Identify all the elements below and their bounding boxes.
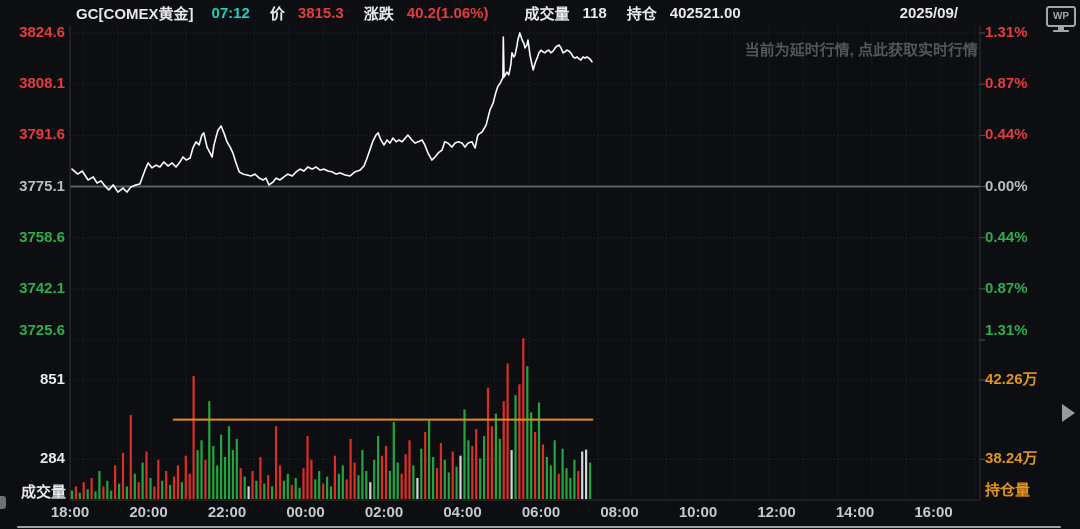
price-label: 价 bbox=[269, 5, 285, 23]
time-tick-label: 18:00 bbox=[50, 504, 90, 521]
time-tick-label: 04:00 bbox=[443, 504, 482, 521]
price-tick-label: 3725.6 bbox=[19, 322, 65, 339]
volume-tick-label: 284 bbox=[39, 450, 65, 468]
price-tick-label: 3791.6 bbox=[19, 126, 65, 144]
left-edge-grip bbox=[0, 496, 6, 509]
time-tick-label: 22:00 bbox=[207, 504, 247, 521]
oi-tick-label: 42.26万 bbox=[985, 371, 1038, 388]
quote-header: GC[COMEX黄金] 07:12 价 3815.3 涨跌 40.2(1.06%… bbox=[0, 0, 1080, 26]
horizontal-scrollbar[interactable] bbox=[17, 526, 1061, 528]
oi-pane-title: 持仓量 bbox=[985, 482, 1031, 499]
percent-tick-label: 0.87% bbox=[985, 75, 1028, 93]
price-tick-label: 3775.1 bbox=[19, 177, 65, 195]
wp-monitor-base bbox=[1053, 30, 1069, 32]
last-price: 3815.3 bbox=[297, 4, 344, 22]
time-tick-label: 14:00 bbox=[835, 504, 875, 521]
time-tick-label: 12:00 bbox=[757, 504, 796, 521]
percent-tick-label: 0.87% bbox=[985, 279, 1028, 297]
percent-tick-label: 0.44% bbox=[985, 228, 1028, 246]
volume-tick-label: 851 bbox=[39, 371, 65, 388]
oi-tick-label: 38.24万 bbox=[985, 450, 1038, 468]
percent-tick-label: 1.31% bbox=[985, 322, 1028, 339]
price-tick-label: 3824.6 bbox=[19, 24, 65, 41]
change-label: 涨跌 bbox=[363, 5, 394, 23]
percent-tick-label: 0.44% bbox=[985, 126, 1028, 144]
volume-label: 成交量 bbox=[524, 5, 570, 23]
open-interest-value: 402521.00 bbox=[669, 4, 741, 22]
open-interest-label: 持仓 bbox=[626, 5, 657, 23]
percent-tick-label: 0.00% bbox=[985, 177, 1028, 195]
price-change: 40.2(1.06%) bbox=[406, 4, 489, 22]
time-tick-label: 08:00 bbox=[600, 504, 639, 521]
volume-value: 118 bbox=[582, 4, 607, 22]
expand-panel-arrow-icon[interactable] bbox=[1062, 404, 1075, 422]
time-tick-label: 02:00 bbox=[364, 504, 404, 521]
quote-date: 2025/09/ bbox=[899, 4, 958, 22]
wp-logo-text: WP bbox=[1052, 11, 1070, 22]
wp-logo-icon: WP bbox=[1045, 6, 1077, 32]
delayed-quote-notice[interactable]: 当前为延时行情, 点此获取实时行情 bbox=[744, 42, 978, 59]
wp-monitor-stand bbox=[1058, 27, 1064, 30]
time-tick-label: 00:00 bbox=[286, 504, 325, 521]
quote-time: 07:12 bbox=[211, 4, 250, 22]
symbol-name: GC[COMEX黄金] bbox=[76, 5, 194, 23]
time-tick-label: 06:00 bbox=[521, 504, 561, 521]
volume-pane-title: 成交量 bbox=[20, 484, 66, 501]
wp-monitor-screen: WP bbox=[1046, 6, 1076, 27]
price-tick-label: 3742.1 bbox=[19, 279, 65, 297]
time-tick-label: 10:00 bbox=[678, 504, 718, 521]
percent-tick-label: 1.31% bbox=[985, 24, 1028, 41]
time-tick-label: 20:00 bbox=[129, 504, 168, 521]
price-tick-label: 3808.1 bbox=[19, 75, 65, 93]
time-tick-label: 16:00 bbox=[914, 504, 953, 521]
price-tick-label: 3758.6 bbox=[19, 228, 65, 246]
